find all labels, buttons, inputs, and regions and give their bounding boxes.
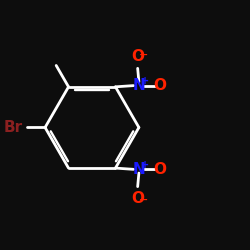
- Text: O: O: [154, 78, 166, 93]
- Text: N: N: [132, 78, 145, 93]
- Text: O: O: [131, 191, 144, 206]
- Text: Br: Br: [4, 120, 23, 135]
- Text: O: O: [131, 49, 144, 64]
- Text: O: O: [154, 162, 166, 177]
- Text: +: +: [141, 76, 149, 86]
- Text: N: N: [132, 162, 145, 177]
- Text: −: −: [139, 195, 148, 205]
- Text: +: +: [141, 160, 149, 170]
- Text: −: −: [139, 50, 148, 60]
